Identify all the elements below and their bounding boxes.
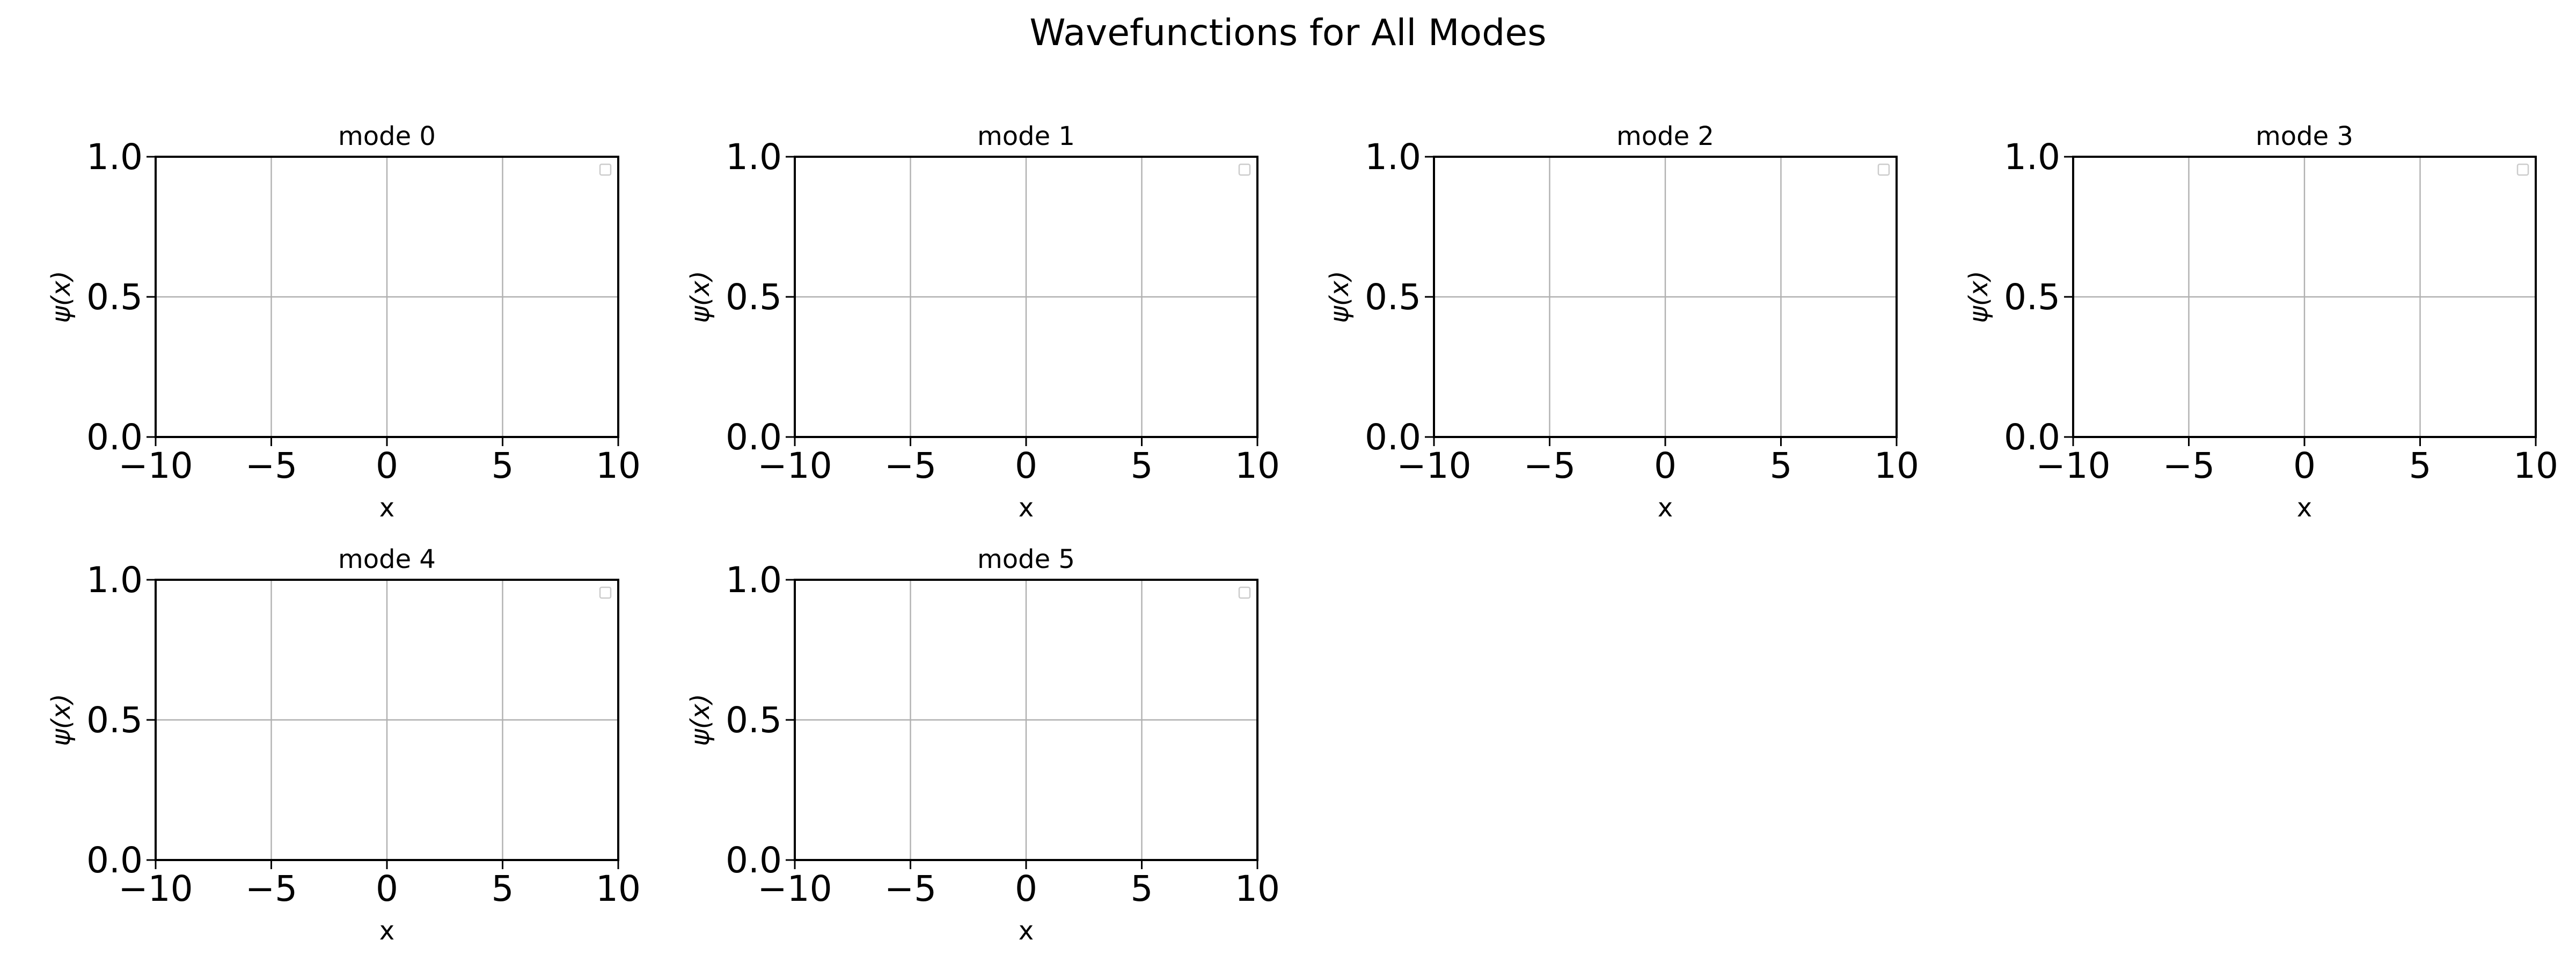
x-tick-label: −5: [245, 868, 297, 909]
subplot-title: mode 0: [338, 121, 436, 151]
legend-box: [1238, 163, 1251, 176]
y-tick-label: 0.0: [726, 840, 782, 881]
y-axis-label: ψ(x): [685, 271, 715, 323]
y-tick-label: 1.0: [1365, 136, 1421, 178]
subplot-1: −10 −5 0 5 10 0.0 0.5 1.0 mode 1 x ψ(x): [685, 121, 1280, 523]
y-tick-label: 0.5: [86, 276, 143, 318]
x-tick-label: −5: [1524, 445, 1576, 486]
y-axis-label: ψ(x): [1964, 271, 1994, 323]
x-tick-label: 10: [596, 868, 641, 909]
subplot-title: mode 5: [977, 544, 1075, 574]
x-tick-label: 5: [1131, 868, 1153, 909]
x-tick-label: −10: [118, 445, 193, 486]
y-axis-label: ψ(x): [685, 694, 715, 746]
x-tick-label: 0: [2293, 445, 2316, 486]
x-tick-label: 0: [1654, 445, 1677, 486]
x-tick-label: 5: [492, 868, 514, 909]
subplot-title: mode 3: [2256, 121, 2353, 151]
x-tick-label: 5: [1131, 445, 1153, 486]
x-axis-label: x: [379, 916, 394, 946]
x-tick-label: 10: [1235, 445, 1280, 486]
x-axis-label: x: [1019, 493, 1034, 523]
subplot-title: mode 4: [338, 544, 436, 574]
x-axis-label: x: [1019, 916, 1034, 946]
y-tick-label: 1.0: [2004, 136, 2060, 178]
y-axis-label: ψ(x): [1324, 271, 1355, 323]
y-tick-label: 0.5: [726, 276, 782, 318]
subplot-title: mode 2: [1616, 121, 1714, 151]
x-tick-label: 5: [492, 445, 514, 486]
legend-box: [599, 163, 612, 176]
subplot-0: −10 −5 0 5 10 0.0 0.5 1.0 mode 0 x ψ(x): [46, 121, 641, 523]
x-tick-label: −10: [1396, 445, 1471, 486]
legend-box: [1238, 586, 1251, 599]
x-axis-label: x: [2297, 493, 2312, 523]
x-tick-label: −10: [118, 868, 193, 909]
y-tick-label: 0.5: [2004, 276, 2060, 318]
x-axis-label: x: [379, 493, 394, 523]
y-axis-label: ψ(x): [46, 694, 76, 746]
x-tick-label: −10: [757, 868, 832, 909]
x-tick-label: −5: [2163, 445, 2215, 486]
y-tick-label: 0.0: [86, 417, 143, 458]
x-tick-label: 5: [1770, 445, 1792, 486]
y-tick-label: 1.0: [86, 136, 143, 178]
subplot-2: −10 −5 0 5 10 0.0 0.5 1.0 mode 2 x ψ(x): [1324, 121, 1919, 523]
y-tick-label: 0.0: [726, 417, 782, 458]
legend-box: [2516, 163, 2529, 176]
x-tick-label: 10: [1235, 868, 1280, 909]
x-tick-label: −5: [884, 445, 936, 486]
subplot-4: −10 −5 0 5 10 0.0 0.5 1.0 mode 4 x ψ(x): [46, 544, 641, 946]
y-tick-label: 0.5: [726, 700, 782, 741]
y-tick-label: 0.5: [1365, 276, 1421, 318]
x-tick-label: −10: [757, 445, 832, 486]
subplot-title: mode 1: [977, 121, 1075, 151]
x-tick-label: 0: [376, 868, 398, 909]
figure-title: Wavefunctions for All Modes: [1029, 12, 1547, 54]
y-tick-label: 1.0: [726, 136, 782, 178]
y-tick-label: 1.0: [726, 559, 782, 601]
x-tick-label: −10: [2036, 445, 2110, 486]
x-tick-label: 0: [376, 445, 398, 486]
y-tick-label: 0.0: [2004, 417, 2060, 458]
x-axis-label: x: [1658, 493, 1673, 523]
y-axis-label: ψ(x): [46, 271, 76, 323]
legend-box: [1877, 163, 1890, 176]
x-tick-label: 0: [1015, 868, 1037, 909]
x-tick-label: −5: [884, 868, 936, 909]
x-tick-label: 10: [596, 445, 641, 486]
subplot-5: −10 −5 0 5 10 0.0 0.5 1.0 mode 5 x ψ(x): [685, 544, 1280, 946]
x-tick-label: 10: [1874, 445, 1919, 486]
x-tick-label: 10: [2513, 445, 2558, 486]
y-tick-label: 0.5: [86, 700, 143, 741]
x-tick-label: −5: [245, 445, 297, 486]
subplot-3: −10 −5 0 5 10 0.0 0.5 1.0 mode 3 x ψ(x): [1964, 121, 2558, 523]
x-tick-label: 0: [1015, 445, 1037, 486]
y-tick-label: 0.0: [86, 840, 143, 881]
y-tick-label: 0.0: [1365, 417, 1421, 458]
y-tick-label: 1.0: [86, 559, 143, 601]
x-tick-label: 5: [2409, 445, 2432, 486]
legend-box: [599, 586, 612, 599]
